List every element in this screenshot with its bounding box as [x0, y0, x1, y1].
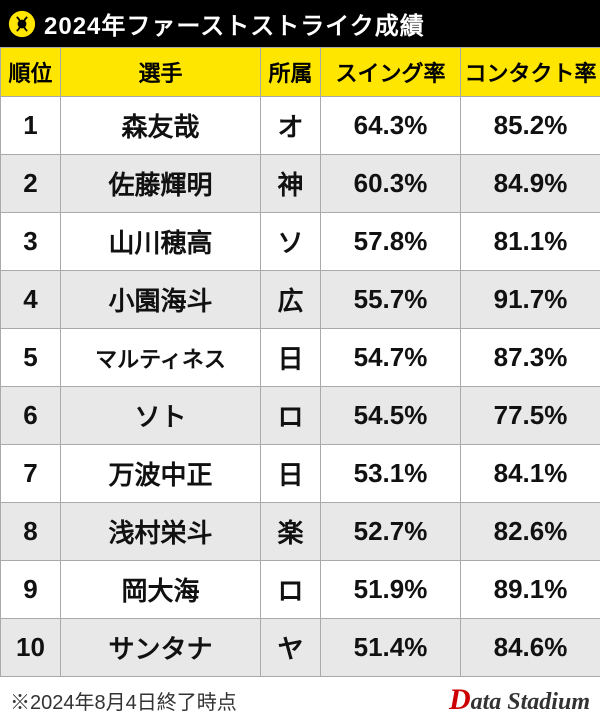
- table-row: 9岡大海ロ51.9%89.1%: [1, 561, 600, 619]
- cell-player: サンタナ: [61, 619, 261, 677]
- brand-logo: Data Stadium: [449, 683, 590, 717]
- cell-rank: 8: [1, 503, 61, 561]
- cell-swing: 51.9%: [321, 561, 461, 619]
- stats-table-card: 2024年ファーストストライク成績 順位選手所属スイング率コンタクト率 1森友哉…: [0, 0, 600, 721]
- table-row: 6ソトロ54.5%77.5%: [1, 387, 600, 445]
- cell-player: 小園海斗: [61, 271, 261, 329]
- cell-rank: 4: [1, 271, 61, 329]
- table-row: 4小園海斗広55.7%91.7%: [1, 271, 600, 329]
- cell-contact: 84.6%: [461, 619, 600, 677]
- cell-team: 楽: [261, 503, 321, 561]
- cell-team: ロ: [261, 387, 321, 445]
- table-row: 7万波中正日53.1%84.1%: [1, 445, 600, 503]
- cell-team: ソ: [261, 213, 321, 271]
- table-row: 1森友哉オ64.3%85.2%: [1, 97, 600, 155]
- cell-contact: 81.1%: [461, 213, 600, 271]
- cell-team: 日: [261, 445, 321, 503]
- cell-team: オ: [261, 97, 321, 155]
- title-bar: 2024年ファーストストライク成績: [0, 0, 600, 47]
- cell-rank: 10: [1, 619, 61, 677]
- cell-player: ソト: [61, 387, 261, 445]
- table-row: 5マルティネス日54.7%87.3%: [1, 329, 600, 387]
- cell-swing: 54.5%: [321, 387, 461, 445]
- cell-rank: 7: [1, 445, 61, 503]
- cell-swing: 55.7%: [321, 271, 461, 329]
- cell-rank: 3: [1, 213, 61, 271]
- cell-swing: 54.7%: [321, 329, 461, 387]
- cell-team: 日: [261, 329, 321, 387]
- cell-rank: 2: [1, 155, 61, 213]
- column-header-team: 所属: [261, 48, 321, 97]
- cell-contact: 89.1%: [461, 561, 600, 619]
- column-header-rank: 順位: [1, 48, 61, 97]
- cell-contact: 87.3%: [461, 329, 600, 387]
- table-row: 10サンタナヤ51.4%84.6%: [1, 619, 600, 677]
- cell-player: 岡大海: [61, 561, 261, 619]
- cell-rank: 9: [1, 561, 61, 619]
- cell-contact: 84.9%: [461, 155, 600, 213]
- cell-contact: 77.5%: [461, 387, 600, 445]
- column-header-swing: スイング率: [321, 48, 461, 97]
- cell-swing: 64.3%: [321, 97, 461, 155]
- table-row: 8浅村栄斗楽52.7%82.6%: [1, 503, 600, 561]
- cell-player: 浅村栄斗: [61, 503, 261, 561]
- cell-player: マルティネス: [61, 329, 261, 387]
- brand-first-letter: D: [449, 683, 471, 716]
- table-row: 3山川穂高ソ57.8%81.1%: [1, 213, 600, 271]
- stats-table: 順位選手所属スイング率コンタクト率 1森友哉オ64.3%85.2%2佐藤輝明神6…: [0, 47, 600, 677]
- column-header-player: 選手: [61, 48, 261, 97]
- cell-player: 森友哉: [61, 97, 261, 155]
- cell-contact: 91.7%: [461, 271, 600, 329]
- cell-swing: 60.3%: [321, 155, 461, 213]
- cell-rank: 6: [1, 387, 61, 445]
- table-row: 2佐藤輝明神60.3%84.9%: [1, 155, 600, 213]
- cell-rank: 5: [1, 329, 61, 387]
- cell-player: 佐藤輝明: [61, 155, 261, 213]
- footnote: ※2024年8月4日終了時点: [10, 686, 237, 715]
- cell-contact: 85.2%: [461, 97, 600, 155]
- cell-rank: 1: [1, 97, 61, 155]
- baseball-stats-icon: [8, 10, 36, 38]
- cell-team: 神: [261, 155, 321, 213]
- footer: ※2024年8月4日終了時点 Data Stadium: [0, 677, 600, 721]
- cell-swing: 51.4%: [321, 619, 461, 677]
- column-header-contact: コンタクト率: [461, 48, 600, 97]
- cell-team: 広: [261, 271, 321, 329]
- cell-player: 山川穂高: [61, 213, 261, 271]
- cell-player: 万波中正: [61, 445, 261, 503]
- brand-rest: ata Stadium: [471, 689, 590, 715]
- cell-swing: 53.1%: [321, 445, 461, 503]
- cell-team: ヤ: [261, 619, 321, 677]
- cell-swing: 57.8%: [321, 213, 461, 271]
- cell-contact: 82.6%: [461, 503, 600, 561]
- title-text: 2024年ファーストストライク成績: [44, 6, 425, 41]
- table-header-row: 順位選手所属スイング率コンタクト率: [1, 48, 600, 97]
- cell-contact: 84.1%: [461, 445, 600, 503]
- cell-swing: 52.7%: [321, 503, 461, 561]
- cell-team: ロ: [261, 561, 321, 619]
